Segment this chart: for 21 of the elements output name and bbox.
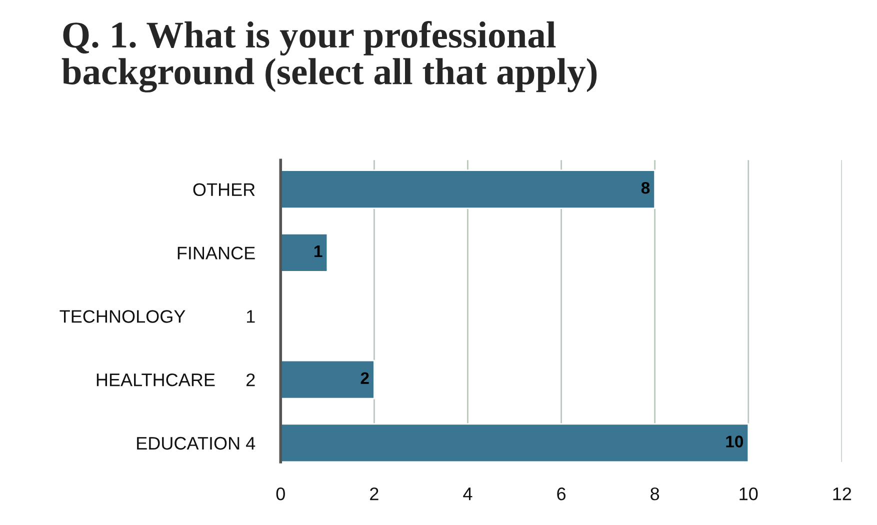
x-tick-label: 2 [370,487,378,500]
y-tick-label: OTHER [193,183,255,196]
data-label: 10 [726,436,744,448]
bar [280,232,328,272]
y-tick-label: FINANCE [178,246,255,260]
x-tick-label: 8 [650,487,660,500]
chart-title: Q. 1. What is your professional background (select all that apply) [62,21,597,92]
bar [280,170,656,210]
data-label: 1 [314,246,322,258]
x-tick-label: 4 [463,488,472,500]
y-tick-label: HEALTHCARE 2 [96,373,255,386]
data-label: 8 [641,182,650,194]
data-label: 2 [360,372,369,384]
x-tick-label: 6 [557,487,566,500]
bar [280,423,750,462]
y-tick-label: TECHNOLOGY 1 [60,310,255,323]
bar [280,360,375,400]
x-tick-label: 0 [276,487,285,500]
x-tick-label: 12 [833,487,852,500]
y-tick-label: EDUCATION 4 [137,436,256,450]
x-tick-label: 10 [740,487,758,500]
